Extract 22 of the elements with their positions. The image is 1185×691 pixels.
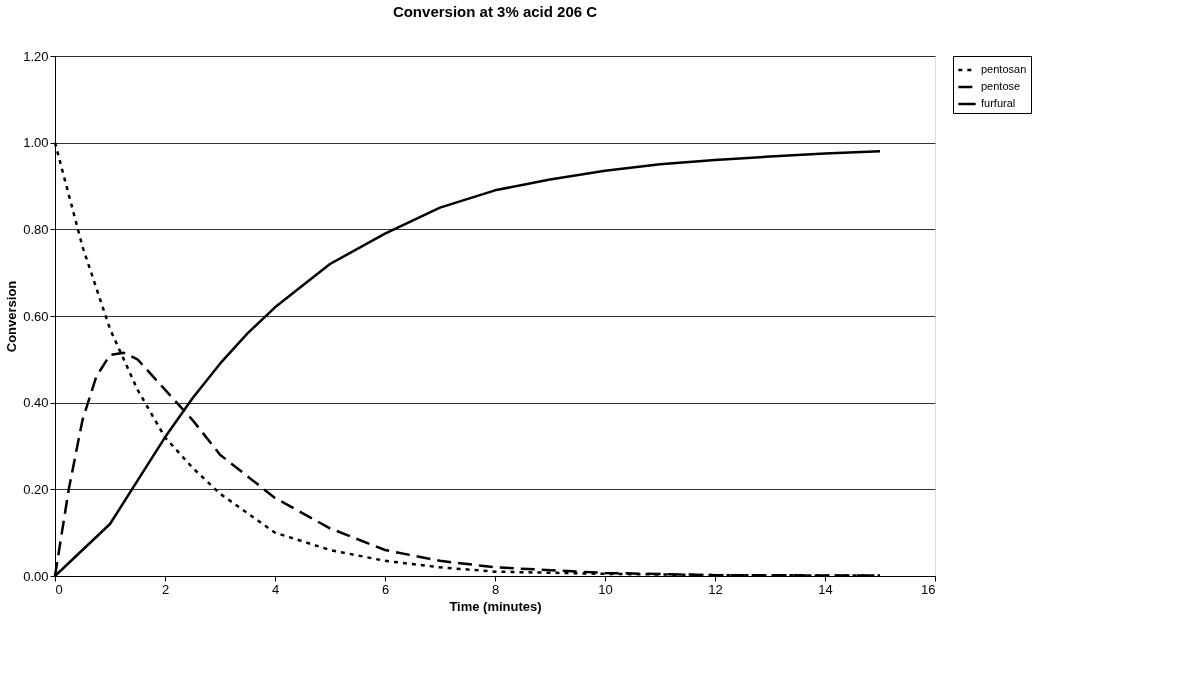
y-tick-label: 0.20 [23,481,49,497]
y-tick-label: 0.40 [23,395,49,411]
x-tick-label: 14 [818,581,833,597]
x-tick-label: 10 [598,581,613,597]
x-tick-label: 2 [161,581,170,597]
x-tick-label: 16 [921,581,936,597]
chart-title: Conversion at 3% acid 206 C [392,3,598,20]
x-axis-title: Time (minutes) [449,598,542,614]
x-tick-label: 8 [491,581,500,597]
legend-label: pentose [981,80,1021,92]
y-tick-label: 0.00 [23,568,49,584]
x-tick-label: 6 [381,581,390,597]
y-tick-label: 1.00 [23,135,49,151]
y-tick-label: 0.80 [23,221,49,237]
y-axis-title: Conversion [4,280,20,353]
y-tick-label: 1.20 [23,48,49,64]
x-tick-label: 4 [271,581,280,597]
x-tick-label: 12 [708,581,723,597]
y-tick-label: 0.60 [23,308,49,324]
x-tick-label: 0 [55,581,63,597]
legend-label: furfural [981,97,1016,109]
legend-label: pentosan [981,63,1027,75]
